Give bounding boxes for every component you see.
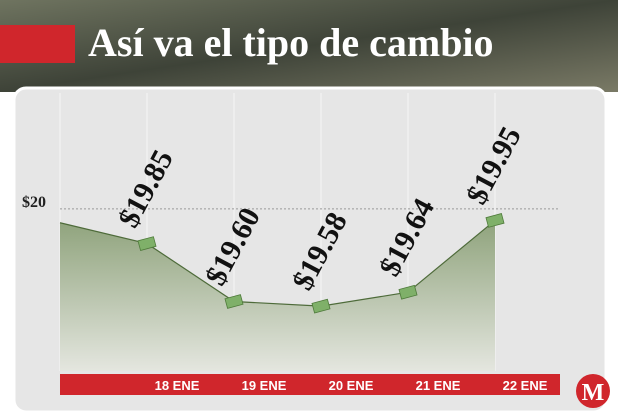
logo (576, 374, 610, 408)
point-marker (311, 298, 331, 314)
point-marker (224, 294, 244, 309)
category-bar (60, 374, 560, 395)
chart-title: Así va el tipo de cambio (88, 20, 494, 65)
point-marker (398, 284, 418, 300)
x-tick-label: 18 ENE (155, 378, 200, 393)
y-tick-label: $20 (22, 194, 46, 211)
x-tick-label: 19 ENE (242, 378, 287, 393)
x-tick-label: 20 ENE (329, 378, 374, 393)
logo-text: M (582, 380, 605, 406)
line (59, 219, 496, 307)
x-tick-label: 21 ENE (416, 378, 461, 393)
point-marker (137, 236, 157, 251)
header-accent (0, 25, 75, 63)
x-tick-label: 22 ENE (503, 378, 548, 393)
point-marker (485, 213, 505, 228)
header (0, 0, 618, 92)
